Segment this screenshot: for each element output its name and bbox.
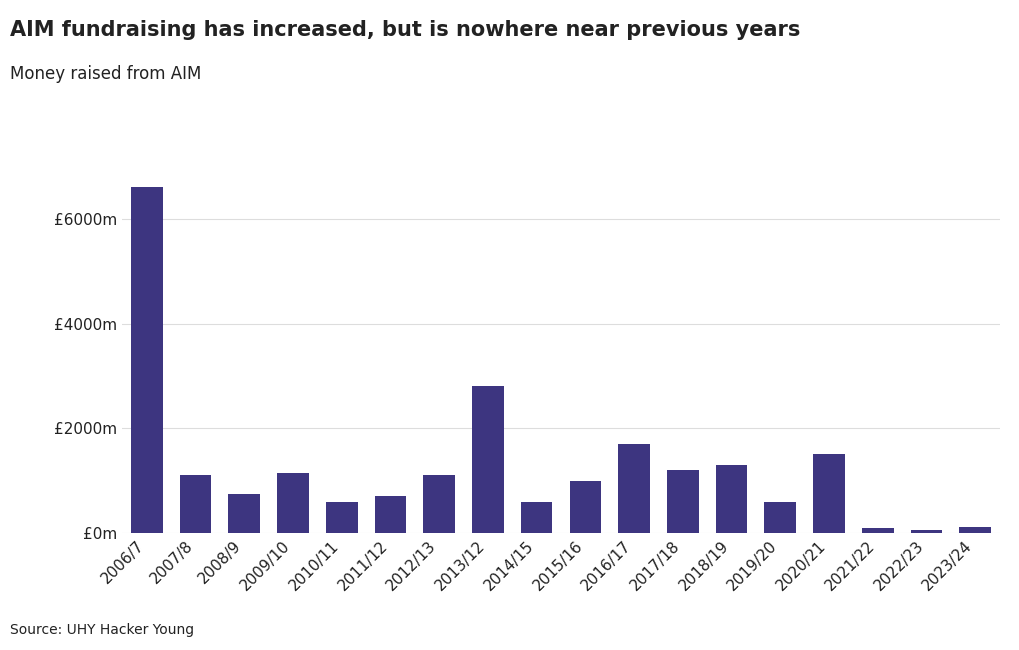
Bar	[763, 502, 796, 533]
Bar	[472, 386, 503, 533]
Bar	[130, 187, 162, 533]
Bar	[569, 480, 600, 533]
Bar	[521, 502, 552, 533]
Bar	[423, 475, 454, 533]
Text: Money raised from AIM: Money raised from AIM	[10, 65, 202, 83]
Bar	[666, 470, 698, 533]
Bar	[959, 526, 990, 533]
Bar	[228, 494, 260, 533]
Text: Source: UHY Hacker Young: Source: UHY Hacker Young	[10, 623, 195, 637]
Bar	[179, 475, 211, 533]
Bar	[618, 444, 649, 533]
Bar	[910, 530, 942, 533]
Bar	[277, 473, 309, 533]
Bar	[715, 465, 747, 533]
Bar	[374, 497, 406, 533]
Bar	[861, 528, 893, 533]
Bar	[812, 454, 844, 533]
Text: AIM fundraising has increased, but is nowhere near previous years: AIM fundraising has increased, but is no…	[10, 20, 800, 40]
Bar	[325, 502, 358, 533]
